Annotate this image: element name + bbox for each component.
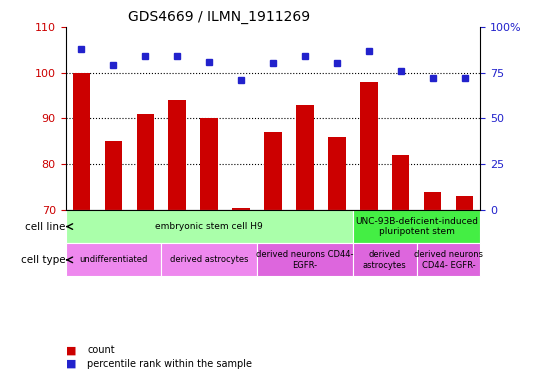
Bar — [161, 243, 257, 276]
Bar — [360, 82, 377, 210]
Bar — [136, 114, 154, 210]
Bar — [417, 243, 480, 276]
Text: derived
astrocytes: derived astrocytes — [363, 250, 407, 270]
Text: cell type: cell type — [21, 255, 66, 265]
Bar — [424, 192, 441, 210]
Bar — [264, 132, 282, 210]
Bar — [353, 210, 480, 243]
Text: undifferentiated: undifferentiated — [79, 255, 147, 264]
Text: ■: ■ — [66, 345, 76, 355]
Text: count: count — [87, 345, 115, 355]
Bar — [296, 105, 314, 210]
Bar — [73, 73, 90, 210]
Bar — [392, 155, 410, 210]
Bar — [66, 243, 161, 276]
Bar — [328, 137, 346, 210]
Text: derived astrocytes: derived astrocytes — [170, 255, 248, 264]
Bar — [456, 196, 473, 210]
Bar — [232, 208, 250, 210]
Text: embryonic stem cell H9: embryonic stem cell H9 — [155, 222, 263, 231]
Text: percentile rank within the sample: percentile rank within the sample — [87, 359, 252, 369]
Text: cell line: cell line — [26, 222, 66, 232]
Bar — [353, 243, 417, 276]
Bar — [105, 141, 122, 210]
Text: derived neurons CD44-
EGFR-: derived neurons CD44- EGFR- — [256, 250, 354, 270]
Text: GDS4669 / ILMN_1911269: GDS4669 / ILMN_1911269 — [128, 10, 310, 25]
Bar — [66, 210, 353, 243]
Text: ■: ■ — [66, 359, 76, 369]
Text: derived neurons
CD44- EGFR-: derived neurons CD44- EGFR- — [414, 250, 483, 270]
Text: UNC-93B-deficient-induced
pluripotent stem: UNC-93B-deficient-induced pluripotent st… — [355, 217, 478, 236]
Bar — [169, 100, 186, 210]
Bar — [257, 243, 353, 276]
Bar — [200, 118, 218, 210]
